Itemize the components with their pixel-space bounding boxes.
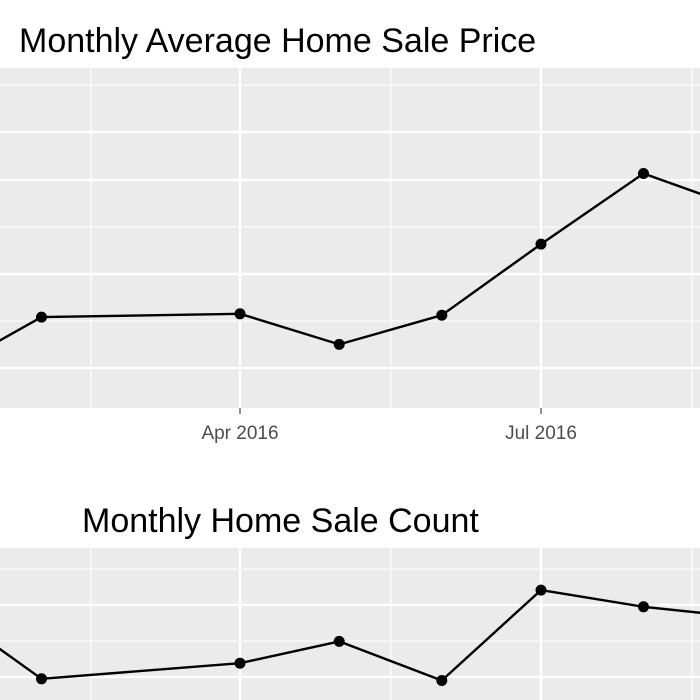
price-series-line: [0, 172, 700, 346]
count-data-point: [36, 673, 47, 685]
x-tick-label-jul-2016: Jul 2016: [505, 423, 577, 444]
price-data-point: [234, 308, 246, 320]
price-plot-panel: [0, 68, 700, 408]
price-chart-title: Monthly Average Home Sale Price: [19, 22, 536, 60]
count-series-line: [0, 588, 700, 682]
count-data-point: [234, 657, 246, 669]
price-series: [0, 168, 700, 350]
count-plot-panel: [0, 548, 700, 700]
count-series: [0, 584, 700, 686]
count-data-point: [535, 584, 547, 596]
price-chart: Monthly Average Home Sale Price Apr 2016…: [0, 22, 700, 444]
price-data-point: [333, 338, 345, 350]
count-data-point: [436, 675, 448, 686]
count-chart: Monthly Home Sale Count: [0, 502, 700, 700]
count-grid: [0, 548, 700, 700]
price-grid: [0, 68, 700, 408]
price-data-point: [436, 309, 448, 321]
price-data-point: [638, 168, 649, 179]
count-data-point: [333, 635, 345, 647]
count-data-point: [638, 601, 649, 613]
count-chart-title: Monthly Home Sale Count: [82, 502, 479, 540]
x-tick-label-apr-2016: Apr 2016: [201, 423, 278, 444]
price-data-point: [36, 311, 47, 323]
price-data-point: [535, 238, 547, 250]
